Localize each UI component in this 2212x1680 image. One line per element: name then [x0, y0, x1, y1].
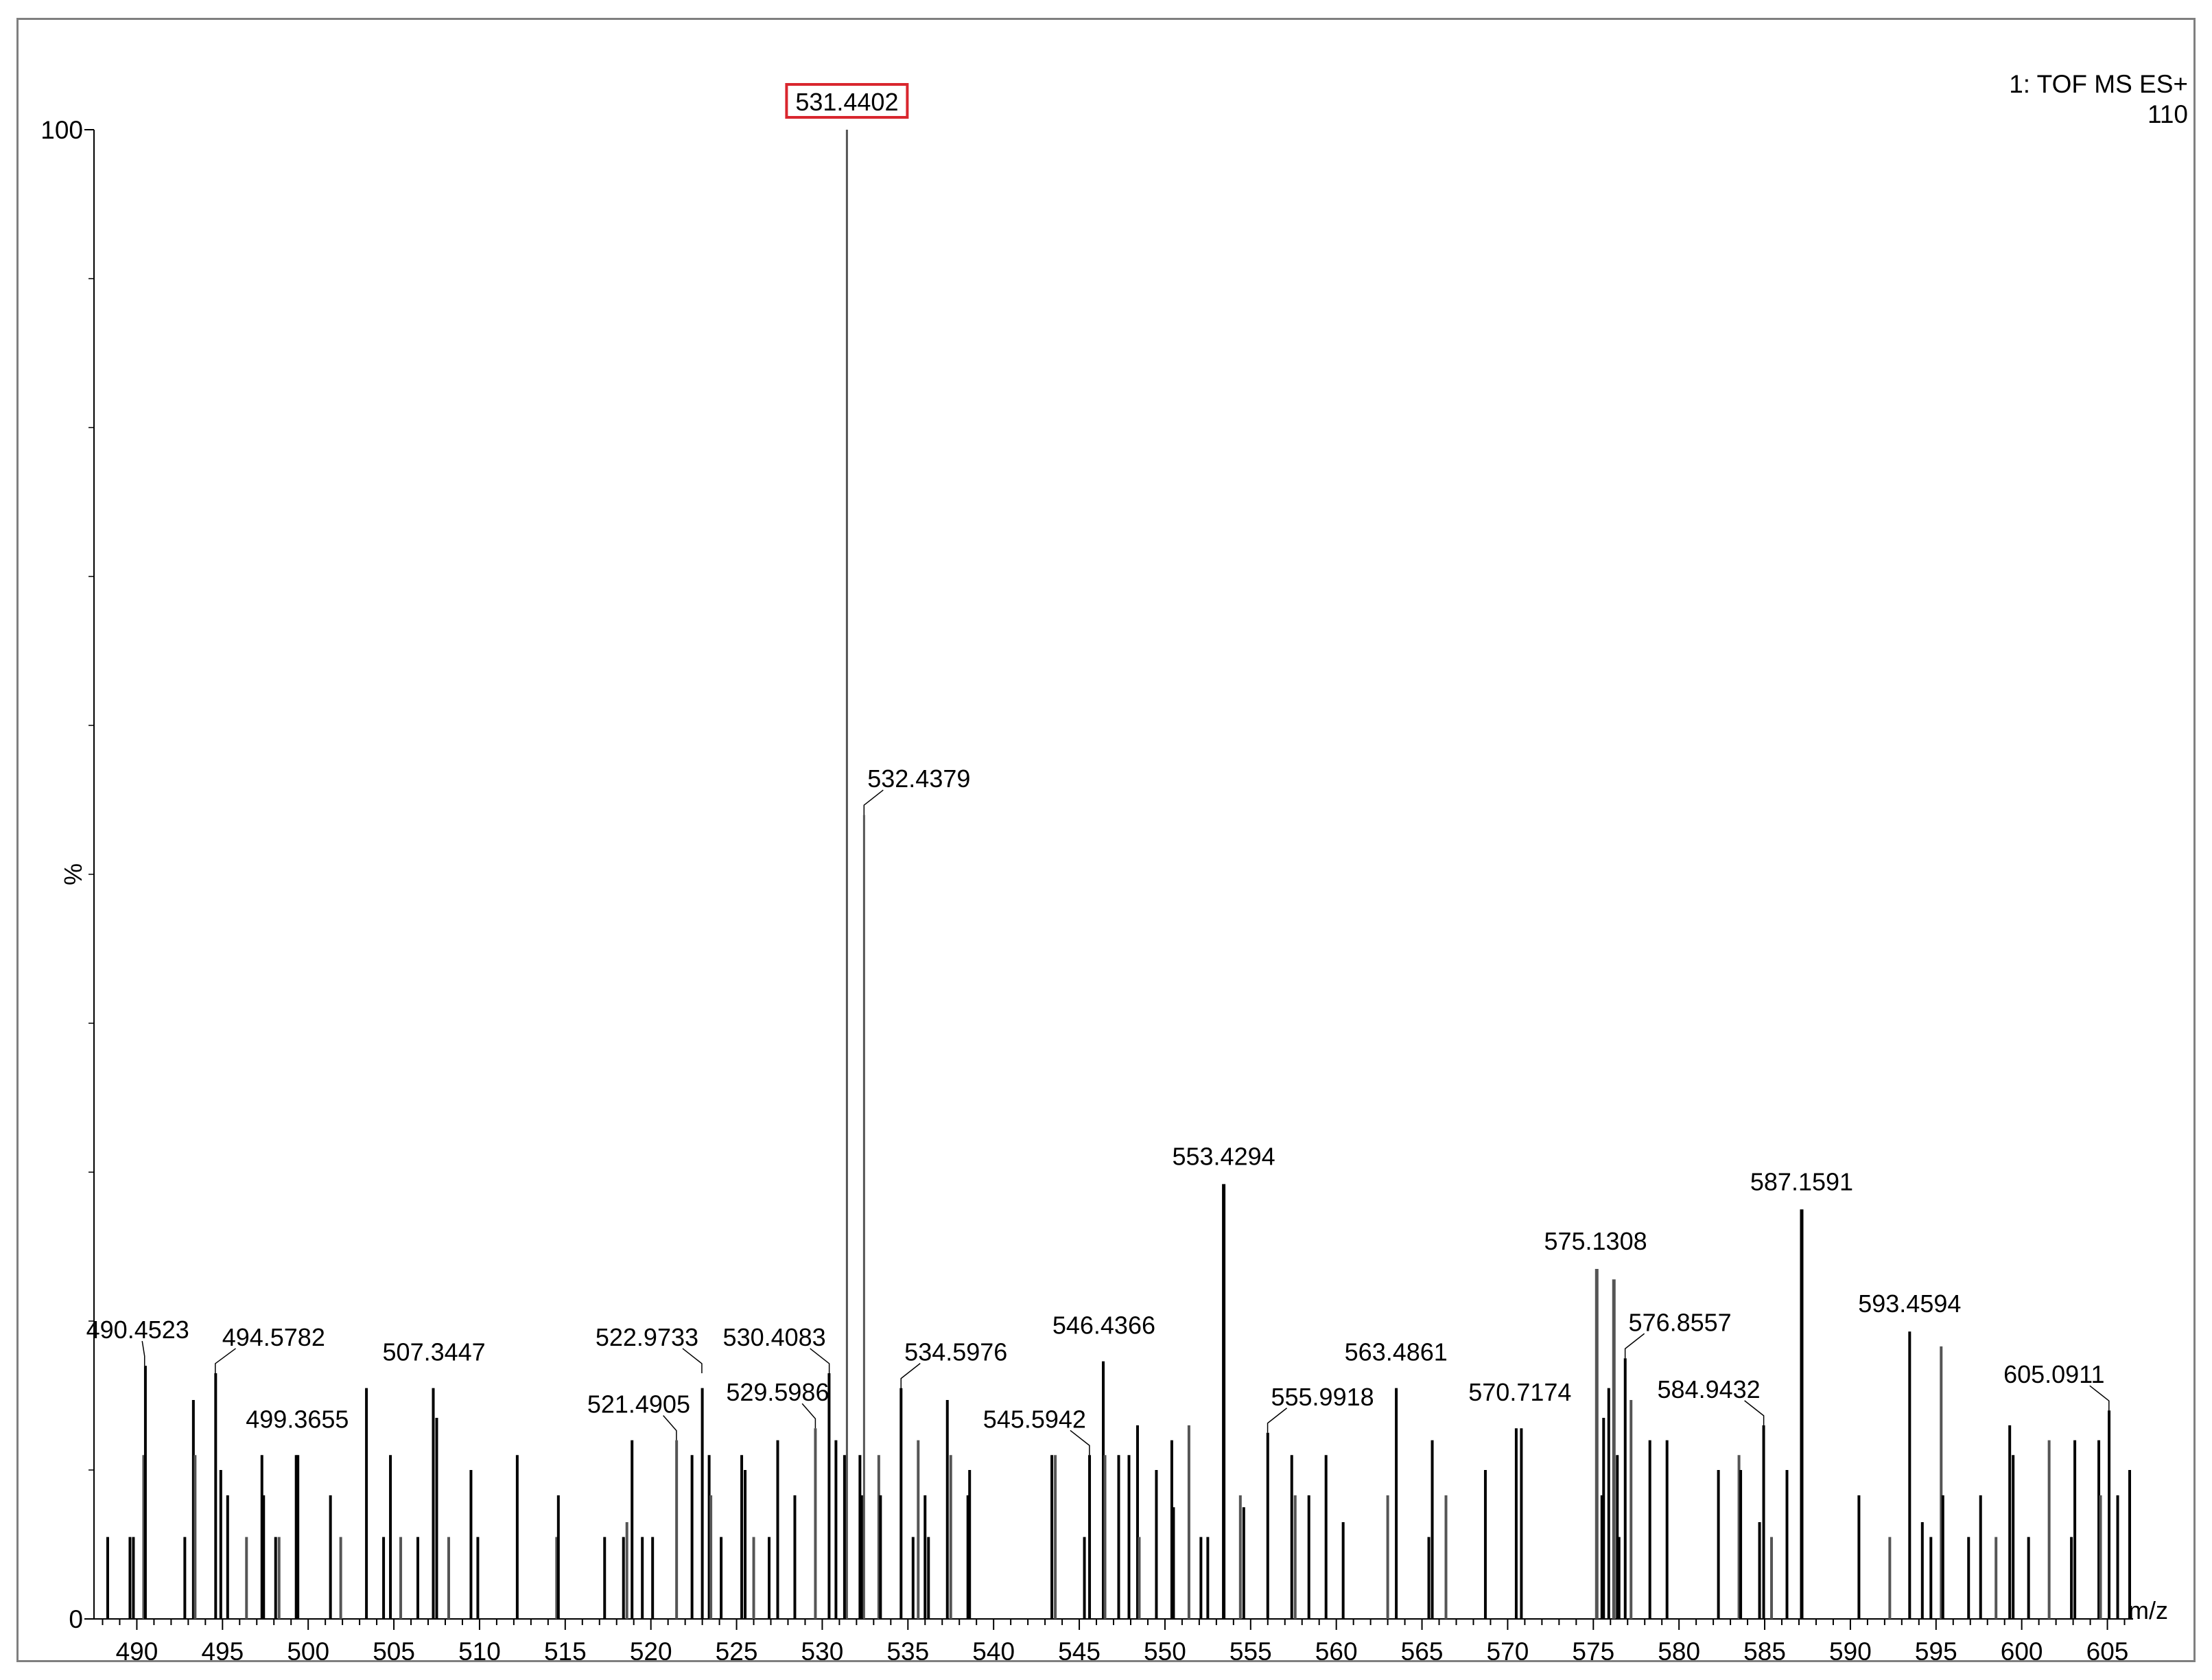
peak-label: 593.4594 [1858, 1290, 1961, 1318]
peak-label: 563.4861 [1345, 1338, 1448, 1366]
peak-label: 576.8557 [1629, 1308, 1732, 1336]
x-tick-label: 515 [544, 1637, 587, 1660]
x-tick-label: 530 [801, 1637, 844, 1660]
peak-label: 499.3655 [246, 1405, 349, 1433]
x-tick-label: 550 [1144, 1637, 1186, 1660]
x-tick-label: 580 [1658, 1637, 1700, 1660]
x-tick-label: 585 [1743, 1637, 1786, 1660]
peak-label: 575.1308 [1544, 1227, 1647, 1255]
x-tick-label: 520 [630, 1637, 672, 1660]
peak-label: 490.4523 [86, 1316, 189, 1344]
peaks [106, 130, 2132, 1619]
peak-leader-line [2089, 1385, 2110, 1411]
y-axis-label: % [59, 863, 87, 885]
peak-leader-line [141, 1340, 145, 1366]
peak-leader-line [863, 789, 884, 815]
peak-leader-line [1267, 1408, 1288, 1433]
x-tick-label: 595 [1915, 1637, 1957, 1660]
x-tick-label: 555 [1229, 1637, 1272, 1660]
x-tick-label: 540 [972, 1637, 1015, 1660]
peak-leader-line [682, 1348, 703, 1373]
peak-label: 553.4294 [1172, 1142, 1275, 1170]
axes: 0 100 490 495 500 505 510 515 520 525 530 535 540 545… [40, 116, 2133, 1660]
peak-leader-line [215, 1348, 236, 1373]
x-tick-label: 525 [716, 1637, 758, 1660]
peak-label: 507.3447 [383, 1338, 486, 1366]
peak-leader-line [810, 1348, 830, 1373]
peak-leader-line [1624, 1333, 1645, 1359]
peak-label: 534.5976 [904, 1338, 1007, 1366]
x-tick-label: 565 [1401, 1637, 1444, 1660]
mass-spectrum-chart: 0 100 490 495 500 505 510 515 520 525 530 535 540 545… [40, 70, 2188, 1660]
peak-leader-line [663, 1415, 677, 1440]
peak-leader-line [801, 1403, 816, 1429]
peak-label: 555.9918 [1271, 1383, 1374, 1411]
peak-label: 570.7174 [1468, 1378, 1571, 1406]
peak-label: 546.4366 [1052, 1311, 1155, 1340]
peak-label: 530.4083 [723, 1323, 826, 1351]
x-tick-label: 545 [1058, 1637, 1101, 1660]
x-tick-label: 495 [201, 1637, 244, 1660]
x-tick-label: 575 [1572, 1637, 1614, 1660]
peak-label: 532.4379 [867, 765, 970, 793]
x-tick-label: 570 [1487, 1637, 1529, 1660]
x-tick-label: 590 [1829, 1637, 1872, 1660]
chart-frame: 0 100 490 495 500 505 510 515 520 525 530 535 540 545… [16, 18, 2196, 1662]
peak-leader-line [1744, 1400, 1765, 1425]
x-axis-label: m/z [2128, 1596, 2168, 1624]
peak-label: 531.4402 [795, 88, 898, 116]
peak-leader-line [900, 1363, 921, 1388]
peak-label: 522.9733 [596, 1323, 698, 1351]
peak-leader-line [1070, 1430, 1090, 1456]
x-tick-label: 505 [373, 1637, 415, 1660]
peak-label: 587.1591 [1750, 1167, 1853, 1195]
peak-label: 584.9432 [1658, 1375, 1761, 1403]
x-tick-label: 535 [886, 1637, 929, 1660]
instrument-label: 1: TOF MS ES+ [2009, 70, 2188, 98]
y-tick-label: 100 [40, 116, 83, 144]
highlight-box [785, 83, 909, 119]
peak-label: 529.5986 [726, 1378, 829, 1406]
intensity-label: 110 [2148, 100, 2188, 128]
x-tick-label: 490 [116, 1637, 158, 1660]
y-tick-label: 0 [69, 1605, 83, 1633]
x-tick-label: 500 [287, 1637, 329, 1660]
peak-labels: 490.4523 494.5782 499.3655 507.3447 521.4905… [86, 83, 2110, 1456]
peak-label: 494.5782 [222, 1323, 325, 1351]
x-tick-label: 560 [1315, 1637, 1358, 1660]
peak-label: 605.0911 [2003, 1360, 2104, 1388]
x-tick-label: 600 [2001, 1637, 2043, 1660]
x-tick-label: 605 [2086, 1637, 2129, 1660]
peak-label: 521.4905 [587, 1390, 690, 1419]
peak-label: 545.5942 [983, 1405, 1086, 1433]
x-tick-label: 510 [458, 1637, 501, 1660]
